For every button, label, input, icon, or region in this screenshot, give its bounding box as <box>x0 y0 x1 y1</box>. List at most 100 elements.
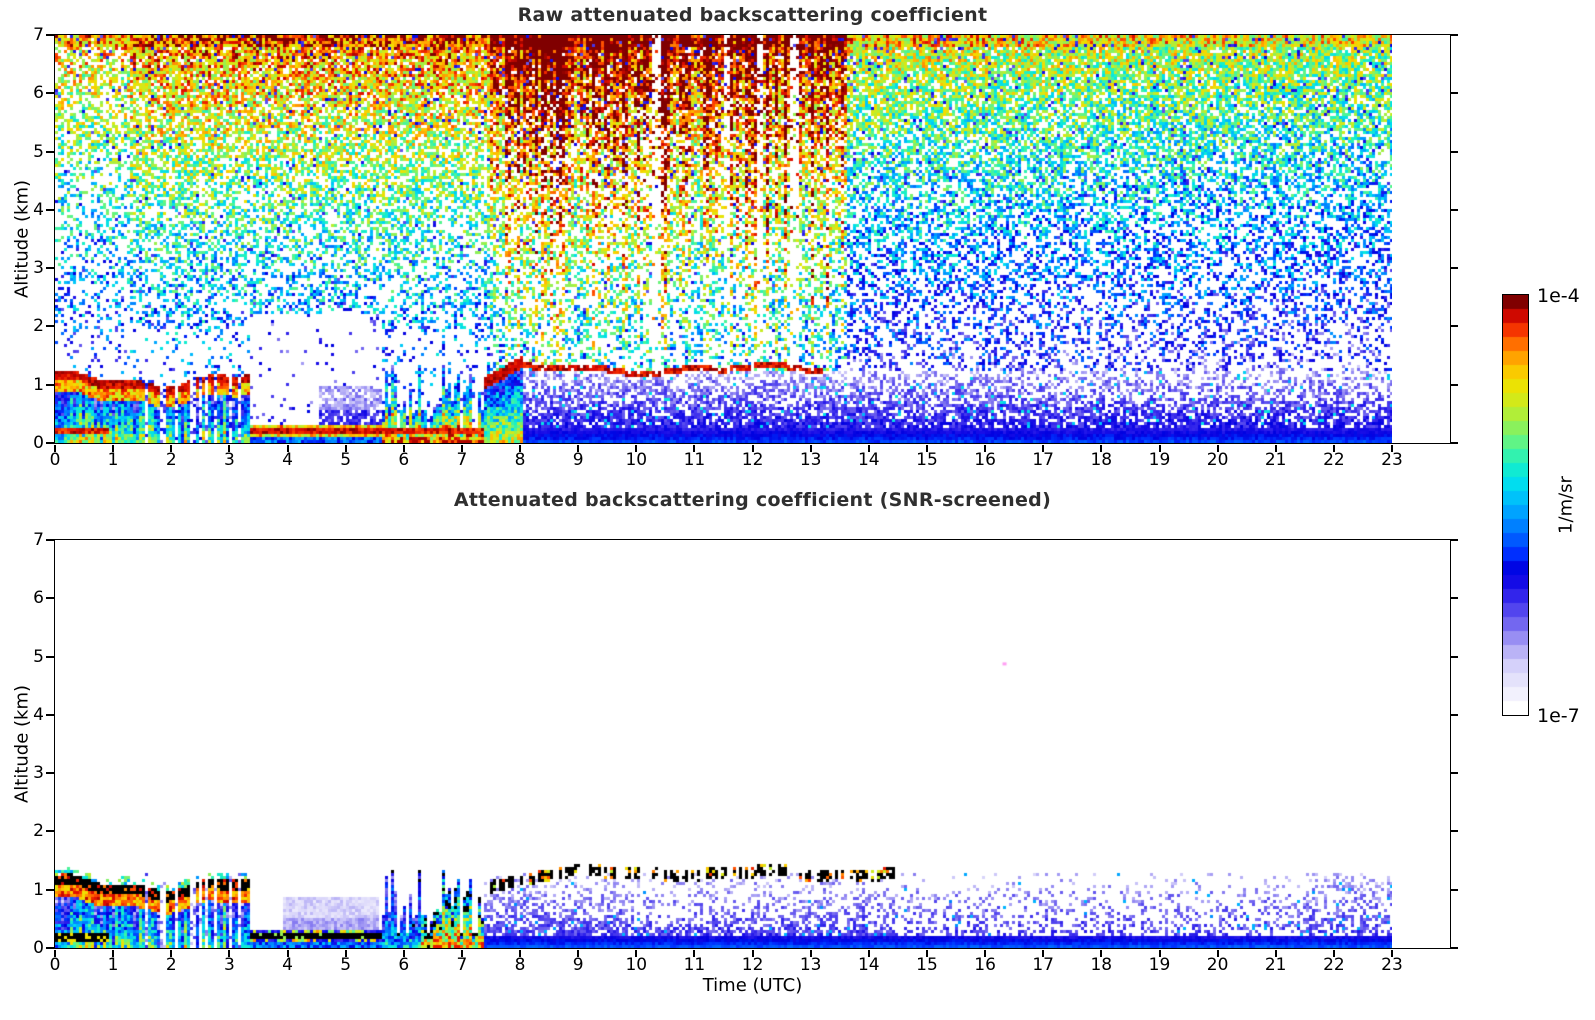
x-tick-mark <box>460 949 463 957</box>
x-tick-mark <box>460 444 463 452</box>
x-tick-label: 23 <box>1381 955 1403 975</box>
y-tick-label: 0 <box>33 938 44 958</box>
x-tick-label: 9 <box>572 450 584 470</box>
x-tick-label: 14 <box>857 450 880 470</box>
x-tick-mark <box>1042 949 1045 957</box>
y-tick-mark-right <box>1450 597 1458 600</box>
x-tick-label: 18 <box>1090 450 1113 470</box>
x-tick-label: 17 <box>1032 450 1054 470</box>
x-tick-label: 5 <box>340 955 352 975</box>
y-tick-mark <box>46 325 54 328</box>
x-tick-mark <box>577 949 580 957</box>
y-tick-mark <box>46 267 54 270</box>
y-tick-label: 1 <box>33 374 44 395</box>
x-tick-mark <box>984 949 987 957</box>
x-tick-label: 10 <box>625 955 648 975</box>
x-tick-mark <box>809 949 812 957</box>
y-tick-mark-right <box>1450 92 1458 95</box>
x-tick-label: 16 <box>974 955 996 975</box>
x-tick-label: 1 <box>107 955 119 975</box>
x-tick-label: 13 <box>799 450 822 470</box>
y-tick-label: 7 <box>33 530 44 550</box>
x-tick-mark <box>170 444 173 452</box>
y-tick-mark-right <box>1450 150 1458 153</box>
x-tick-label: 19 <box>1148 955 1171 975</box>
y-tick-mark-right <box>1450 655 1458 658</box>
x-tick-mark <box>112 949 115 957</box>
x-tick-label: 4 <box>282 450 293 470</box>
y-tick-label: 6 <box>33 83 44 104</box>
x-tick-mark <box>402 949 405 957</box>
y-tick-label: 3 <box>33 258 44 279</box>
x-tick-label: 22 <box>1323 450 1345 470</box>
x-tick-mark <box>1100 444 1103 452</box>
x-tick-label: 17 <box>1032 955 1054 975</box>
x-tick-mark <box>286 949 289 957</box>
x-tick-mark <box>54 949 56 957</box>
x-tick-label: 11 <box>683 450 706 470</box>
x-tick-mark <box>751 949 754 957</box>
y-tick-label: 3 <box>33 763 44 784</box>
x-tick-mark <box>1391 444 1393 452</box>
time-axis-label: Time (UTC) <box>702 975 803 996</box>
y-tick-mark <box>46 713 54 716</box>
y-tick-mark <box>46 888 54 891</box>
x-tick-mark <box>1216 444 1219 452</box>
x-tick-mark <box>635 949 638 957</box>
x-tick-label: 10 <box>625 450 648 470</box>
x-tick-label: 16 <box>974 450 996 470</box>
x-tick-label: 4 <box>282 955 293 975</box>
y-tick-mark <box>46 208 54 211</box>
x-tick-label: 5 <box>340 450 352 470</box>
x-tick-label: 7 <box>456 450 468 470</box>
x-tick-mark <box>228 444 231 452</box>
y-tick-label: 4 <box>33 704 44 725</box>
y-tick-label: 7 <box>33 25 44 45</box>
x-tick-label: 1 <box>107 450 119 470</box>
x-tick-mark <box>867 444 870 452</box>
x-tick-mark <box>519 444 521 452</box>
y-tick-mark-right <box>1450 267 1458 270</box>
x-tick-label: 21 <box>1264 955 1287 975</box>
x-tick-mark <box>1216 949 1219 957</box>
x-tick-mark <box>286 444 289 452</box>
x-tick-label: 14 <box>857 955 880 975</box>
x-tick-mark <box>984 444 987 452</box>
y-tick-mark <box>46 442 54 444</box>
x-tick-mark <box>751 444 754 452</box>
x-tick-mark <box>577 444 580 452</box>
top-plot-title: Raw attenuated backscattering coefficien… <box>517 4 988 26</box>
y-tick-label: 5 <box>33 141 44 162</box>
y-tick-mark <box>46 383 54 386</box>
y-tick-mark-right <box>1450 442 1458 444</box>
y-tick-label: 5 <box>33 646 44 667</box>
x-tick-label: 15 <box>916 450 938 470</box>
x-tick-mark <box>402 444 405 452</box>
colorbar-min-label: 1e-7 <box>1537 705 1580 727</box>
y-tick-mark <box>46 150 54 153</box>
x-tick-label: 13 <box>799 955 822 975</box>
x-tick-label: 20 <box>1206 955 1229 975</box>
x-tick-label: 3 <box>223 450 235 470</box>
colorbar <box>1503 295 1528 715</box>
x-tick-mark <box>867 949 870 957</box>
x-tick-label: 2 <box>165 955 177 975</box>
y-tick-mark-right <box>1450 713 1458 716</box>
y-tick-mark-right <box>1450 888 1458 891</box>
x-tick-mark <box>170 949 173 957</box>
x-tick-label: 6 <box>398 955 410 975</box>
x-tick-mark <box>228 949 231 957</box>
x-tick-mark <box>693 444 696 452</box>
y-tick-mark-right <box>1450 539 1458 541</box>
y-tick-mark-right <box>1450 947 1458 949</box>
x-tick-label: 8 <box>514 955 526 975</box>
y-tick-mark <box>46 655 54 658</box>
x-tick-label: 0 <box>49 955 61 975</box>
x-tick-mark <box>344 949 347 957</box>
x-tick-mark <box>1158 949 1161 957</box>
y-tick-mark-right <box>1450 34 1458 36</box>
x-tick-label: 18 <box>1090 955 1113 975</box>
x-tick-label: 12 <box>741 955 764 975</box>
x-tick-mark <box>1332 949 1335 957</box>
